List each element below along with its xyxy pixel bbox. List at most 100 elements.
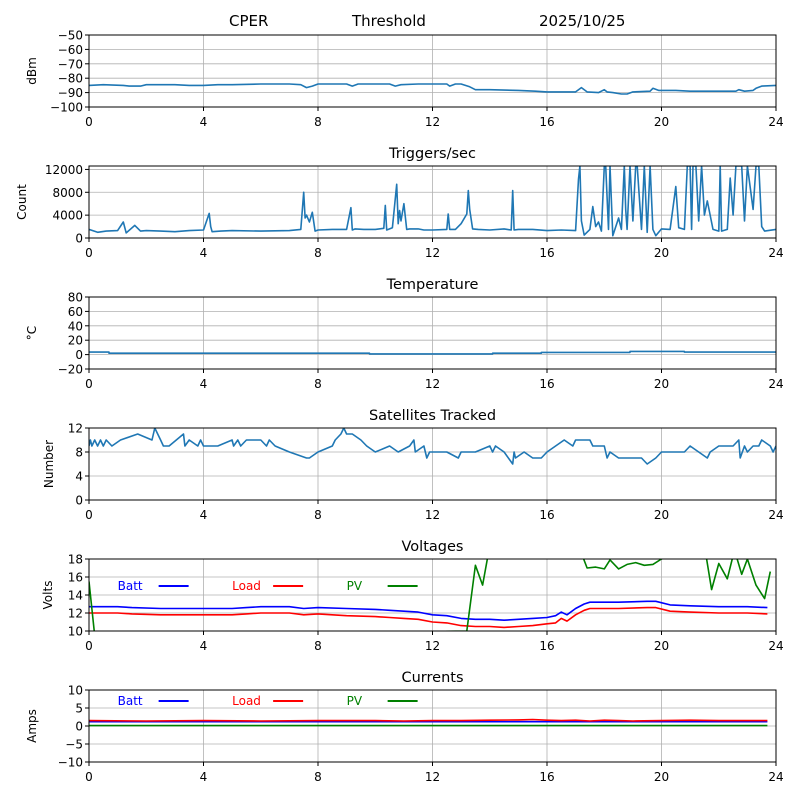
y-tick-label: 8000 [52,186,83,200]
x-tick-label: 12 [425,639,440,653]
subplot-title: Temperature [386,277,479,293]
subplot-5: Batt Load PV 0 4 8 12 16 20 24 −10 −5 0 5 10 Amps Curren… [25,670,784,784]
y-tick-label: −5 [65,738,83,752]
x-tick-label: 0 [85,377,93,391]
subplot-title: Triggers/sec [388,146,476,162]
x-tick-label: 20 [654,115,669,129]
x-tick-label: 4 [200,246,208,260]
subplot-1: 0 4 8 12 16 20 24 0 4000 8000 12000 Count Triggers/s… [15,146,784,260]
x-tick-label: 16 [539,115,554,129]
subplot-title: Currents [401,670,463,686]
y-axis-label: °C [25,326,39,340]
y-axis-label: Amps [25,709,39,743]
x-tick-label: 0 [85,246,93,260]
y-axis-label: Volts [41,581,55,610]
legend-label-load: Load [232,694,261,708]
y-tick-label: 20 [68,334,83,348]
y-tick-label: 8 [75,446,83,460]
y-tick-label: −20 [58,363,83,377]
y-tick-label: 40 [68,319,83,333]
series-line-pv [89,559,772,631]
subplot-4: Batt Load PV 0 4 8 12 16 20 24 10 12 14 16 18 Volts Volt… [41,539,784,653]
series-line-threshold [89,83,776,95]
header-date: 2025/10/25 [539,12,626,30]
x-tick-label: 20 [654,377,669,391]
x-tick-label: 8 [314,246,322,260]
legend-label-batt: Batt [118,694,143,708]
y-tick-label: 14 [68,589,83,603]
y-tick-label: 80 [68,291,83,305]
subplot-0: 0 4 8 12 16 20 24 −100−90−80−70−60−50 dBm [25,29,784,130]
x-tick-label: 16 [539,246,554,260]
y-tick-label: 0 [75,494,83,508]
y-tick-label: 12000 [45,163,83,177]
y-tick-label: 5 [75,702,83,716]
x-tick-label: 24 [768,246,783,260]
header-site: CPER [229,12,269,30]
x-tick-label: 4 [200,770,208,784]
y-tick-label: −10 [58,756,83,770]
x-tick-label: 0 [85,639,93,653]
x-tick-label: 0 [85,770,93,784]
x-tick-label: 20 [654,246,669,260]
series-line-triggers [89,166,776,237]
x-tick-label: 4 [200,639,208,653]
x-tick-label: 16 [539,639,554,653]
y-tick-label: 12 [68,607,83,621]
x-tick-label: 16 [539,508,554,522]
y-tick-label: 0 [75,348,83,362]
series-line-load [89,718,768,722]
y-tick-label: 18 [68,553,83,567]
y-tick-label: −60 [58,43,83,57]
y-axis-label: Number [42,440,56,488]
y-tick-label: −100 [50,101,83,115]
x-tick-label: 12 [425,377,440,391]
x-tick-label: 20 [654,770,669,784]
legend-label-load: Load [232,579,261,593]
y-tick-label: 0 [75,720,83,734]
y-axis-label: dBm [25,57,39,85]
x-tick-label: 0 [85,115,93,129]
x-tick-label: 12 [425,508,440,522]
y-axis-label: Count [15,184,29,220]
x-tick-label: 24 [768,770,783,784]
x-tick-label: 4 [200,115,208,129]
subplot-title: Voltages [402,539,464,555]
y-tick-label: 16 [68,571,83,585]
x-tick-label: 20 [654,639,669,653]
legend-label-pv: PV [347,694,363,708]
subplot-3: 0 4 8 12 16 20 24 0 4 8 12 Number Satellites Tracked [42,408,784,522]
y-tick-label: 10 [68,684,83,698]
x-tick-label: 0 [85,508,93,522]
x-tick-label: 8 [314,639,322,653]
x-tick-label: 8 [314,508,322,522]
y-tick-label: −90 [58,86,83,100]
x-tick-label: 8 [314,770,322,784]
y-tick-label: −70 [58,57,83,71]
x-tick-label: 12 [425,770,440,784]
y-tick-label: −50 [58,29,83,43]
x-tick-label: 24 [768,639,783,653]
x-tick-label: 16 [539,377,554,391]
y-tick-label: 10 [68,625,83,639]
x-tick-label: 4 [200,508,208,522]
x-tick-label: 24 [768,115,783,129]
x-tick-label: 4 [200,377,208,391]
x-tick-label: 8 [314,115,322,129]
y-tick-label: 4000 [52,209,83,223]
series-line-load [89,606,768,629]
x-tick-label: 16 [539,770,554,784]
y-tick-label: 4 [75,470,83,484]
subplot-title: Satellites Tracked [369,408,496,424]
y-tick-label: 60 [68,305,83,319]
series-line-satellites [89,428,776,465]
legend-label-batt: Batt [118,579,143,593]
x-tick-label: 8 [314,377,322,391]
y-tick-label: 0 [75,232,83,246]
series-line-temperature [89,350,776,355]
x-tick-label: 12 [425,246,440,260]
x-tick-label: 24 [768,508,783,522]
y-tick-label: −80 [58,72,83,86]
